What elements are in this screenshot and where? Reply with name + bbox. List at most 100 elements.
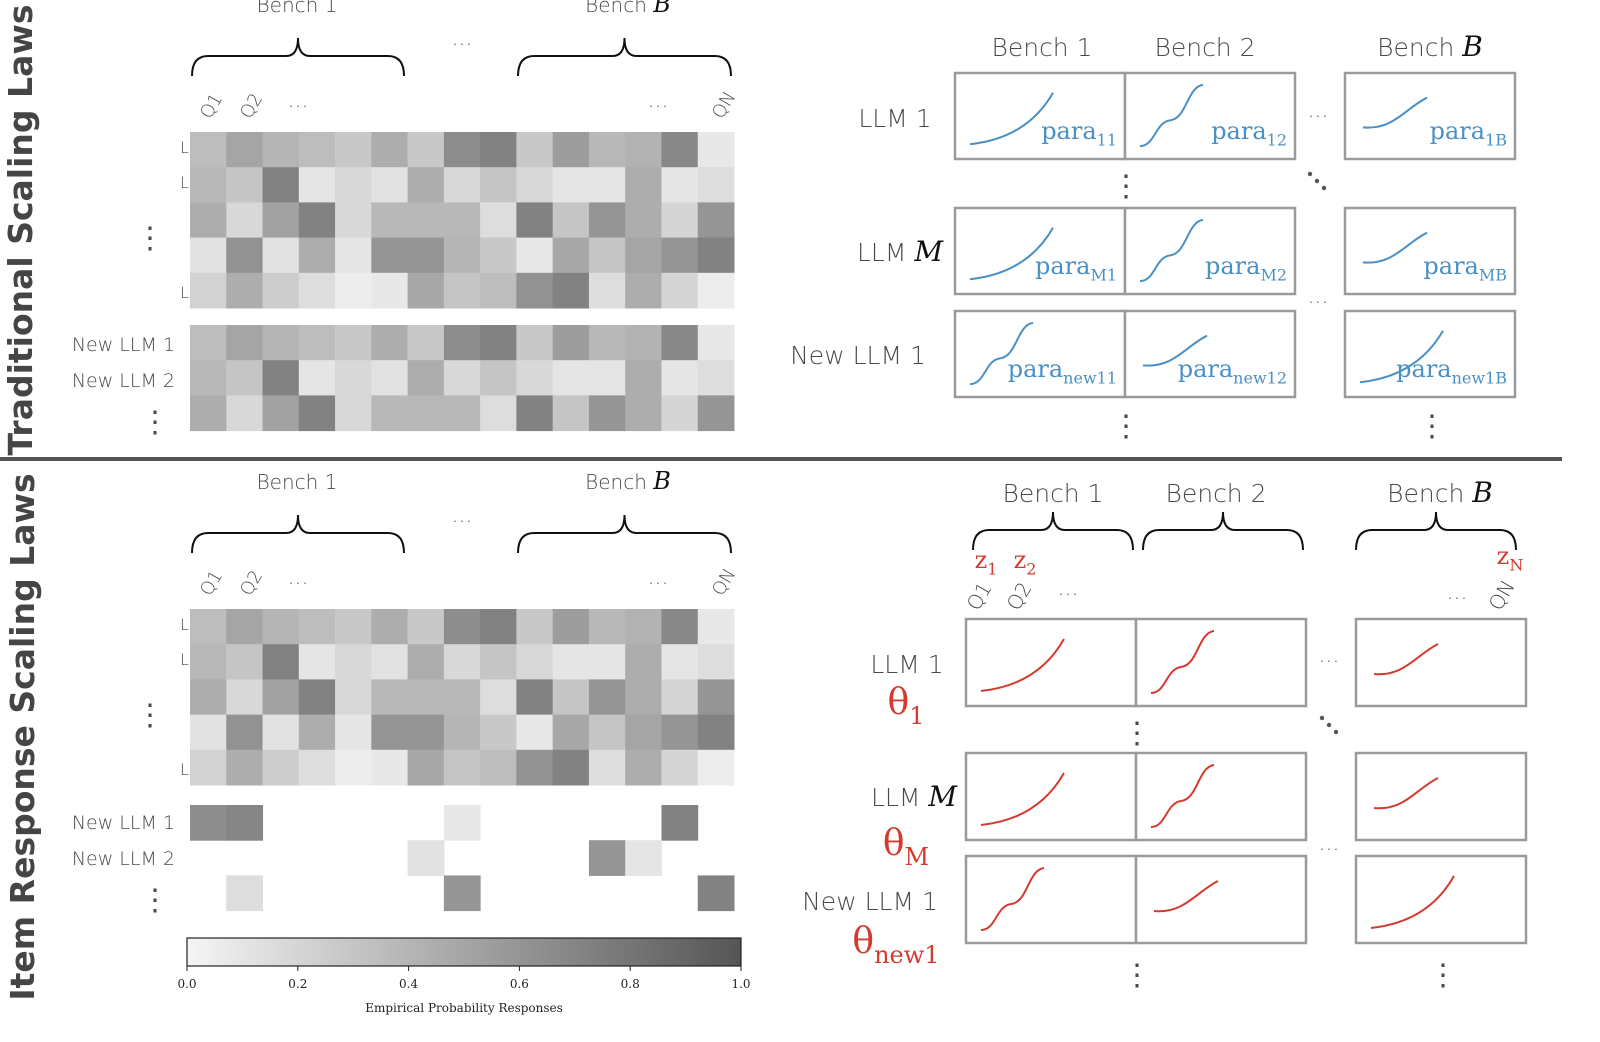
traditional-known-heatmap-cell — [552, 132, 590, 168]
traditional-new-heatmap-cell — [588, 395, 626, 432]
traditional-new-heatmap-cell — [371, 325, 409, 361]
traditional-new-heatmap-cell — [480, 395, 517, 432]
irt-known-heatmap-cell — [480, 609, 517, 645]
traditional-curve-panel — [953, 206, 1127, 296]
irt-curve-panel — [964, 751, 1138, 842]
traditional-grid-diagonal-dots — [1307, 171, 1313, 177]
traditional-new-heatmap-cell — [443, 325, 481, 361]
irt-known-heatmap-cell — [661, 644, 699, 680]
traditional-convex-curve — [1359, 330, 1444, 384]
traditional-known-heatmap-cell — [661, 272, 699, 309]
traditional-bench-b-label: Bench B — [585, 0, 671, 18]
traditional-new-heatmap-cell — [480, 325, 517, 361]
irt-known-heatmap-cell — [298, 679, 336, 716]
traditional-known-heatmap-cell — [516, 132, 554, 168]
irt-known-heatmap-cell — [226, 714, 264, 751]
colorbar-tick-label: 0.0 — [177, 977, 196, 991]
traditional-known-heatmap-cell — [298, 272, 336, 309]
traditional-known-heatmap-cell — [262, 202, 300, 239]
irt-sigmoid-curve — [1373, 777, 1439, 810]
ability-theta-1-base: θ — [888, 682, 910, 723]
traditional-known-heatmap-cell — [480, 202, 517, 239]
traditional-known-heatmap-cell — [480, 237, 517, 274]
traditional-known-heatmap-cell — [443, 202, 481, 239]
traditional-grid-header-variable: B — [1461, 30, 1483, 63]
irt-convex-curve — [1370, 875, 1455, 929]
traditional-curve-panel — [1343, 309, 1517, 399]
traditional-parameter-label: para12 — [1211, 117, 1287, 150]
traditional-new-heatmap-cell — [190, 325, 227, 361]
irt-known-heatmap-cell — [588, 714, 626, 751]
irt-grid-ellipsis: ··· — [1319, 838, 1340, 863]
traditional-grid-row-label: LLM 1 — [858, 104, 931, 133]
traditional-curve-panel — [1343, 71, 1517, 161]
irt-known-heatmap-cell — [625, 749, 662, 786]
traditional-new-heatmap-cell — [298, 360, 336, 396]
irt-known-heatmap-cell — [588, 749, 626, 786]
irt-curve-panel — [1134, 617, 1308, 708]
traditional-grid-vdots: ⋮ — [1111, 169, 1141, 204]
irt-known-heatmap-cell — [298, 749, 336, 786]
irt-new-heatmap-cell — [697, 875, 735, 912]
irt-grid-header-text: Bench — [1387, 479, 1472, 508]
traditional-row-label-new-1-text: New LLM 1 — [72, 334, 175, 356]
traditional-parameter-label-base: para — [1035, 252, 1090, 280]
irt-new-heatmap-cell — [443, 805, 481, 841]
irt-known-heatmap-cell — [588, 679, 626, 716]
irt-brace-bench-1 — [191, 514, 405, 554]
irt-new-heatmap-cell — [226, 875, 264, 912]
traditional-grid-vdots: ⋮ — [1111, 409, 1141, 444]
traditional-known-heatmap-cell — [190, 272, 227, 309]
traditional-new-heatmap-cell — [625, 325, 662, 361]
irt-row-label-new-2-text: New LLM 2 — [72, 848, 175, 870]
irt-row-label-new-2: New LLM 2 — [72, 848, 175, 870]
traditional-parameter-label-base: para — [1041, 117, 1096, 145]
irt-grid-vdots: ⋮ — [1122, 958, 1152, 993]
traditional-known-heatmap-cell — [443, 237, 481, 274]
irt-known-heatmap-cell — [190, 644, 227, 680]
traditional-grid-header-text: Bench 1 — [991, 33, 1092, 62]
traditional-convex-curve — [969, 227, 1054, 281]
traditional-parameter-label-subscript: 11 — [1097, 131, 1117, 150]
traditional-new-row-vdots: ⋮ — [140, 405, 170, 440]
traditional-known-heatmap-cell — [697, 132, 735, 168]
irt-question-ellipsis: ··· — [1447, 587, 1468, 612]
irt-known-heatmap-cell — [480, 644, 517, 680]
irt-grid-vdots: ⋮ — [1428, 958, 1458, 993]
irt-known-heatmap-cell — [262, 644, 300, 680]
ability-theta-m: θM — [883, 823, 929, 871]
irt-curve-panel — [1134, 751, 1308, 842]
irt-brace-bench-b — [517, 514, 732, 554]
ability-theta-new1: θnew1 — [852, 921, 939, 969]
traditional-known-heatmap-cell — [335, 132, 372, 168]
traditional-curve-panel — [1343, 206, 1517, 296]
traditional-known-heatmap-cell — [480, 167, 517, 203]
irt-question-ellipsis: ··· — [288, 572, 309, 597]
irt-double-sigmoid-curve — [1150, 630, 1215, 694]
traditional-known-heatmap-cell — [262, 167, 300, 203]
traditional-grid-header: Bench 1 — [991, 33, 1092, 62]
traditional-new-heatmap-cell — [262, 395, 300, 432]
traditional-grid-vdots: ⋮ — [1417, 409, 1447, 444]
colorbar-tick-label: 0.8 — [621, 977, 640, 991]
colorbar-tick-label: 1.0 — [731, 977, 750, 991]
irt-curve-panel — [1354, 854, 1528, 945]
item-param-z2-base: z — [1014, 546, 1027, 574]
traditional-new-heatmap-cell — [371, 360, 409, 396]
traditional-known-heatmap-cell — [443, 167, 481, 203]
irt-known-heatmap-cell — [697, 679, 735, 716]
traditional-parameter-label: paranew11 — [1008, 355, 1117, 388]
traditional-known-heatmap-cell — [697, 237, 735, 274]
irt-question-label: Q1 — [196, 567, 227, 600]
traditional-new-heatmap-cell — [298, 395, 336, 432]
item-param-z1-base: z — [975, 546, 988, 574]
irt-known-heatmap-cell — [697, 609, 735, 645]
traditional-grid-diagonal-dots — [1314, 178, 1320, 184]
traditional-new-heatmap-cell — [443, 360, 481, 396]
irt-grid-row-label-text: New LLM 1 — [802, 887, 938, 916]
traditional-new-heatmap-cell — [588, 325, 626, 361]
traditional-known-heatmap-cell — [480, 272, 517, 309]
irt-known-heatmap-cell — [335, 609, 372, 645]
traditional-new-heatmap-cell — [697, 325, 735, 361]
